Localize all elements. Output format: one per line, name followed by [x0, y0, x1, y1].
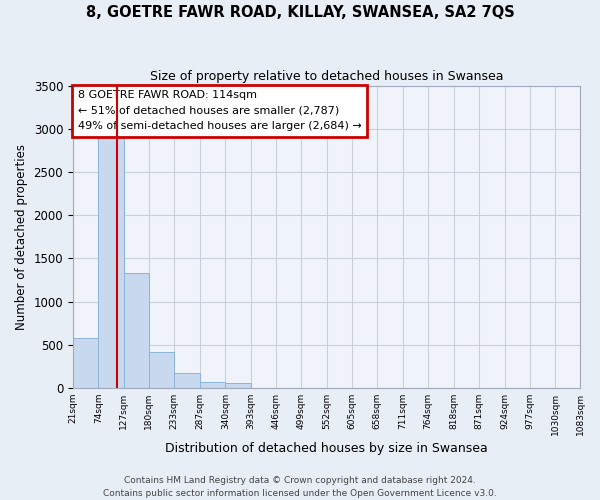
Bar [73, 338, 98, 388]
Bar [149, 352, 174, 388]
Bar [124, 273, 149, 388]
Bar [174, 373, 200, 388]
Bar [98, 136, 124, 388]
Bar [200, 382, 226, 388]
Text: 8 GOETRE FAWR ROAD: 114sqm
← 51% of detached houses are smaller (2,787)
49% of s: 8 GOETRE FAWR ROAD: 114sqm ← 51% of deta… [78, 90, 362, 132]
Bar [226, 384, 251, 388]
Text: Contains HM Land Registry data © Crown copyright and database right 2024.
Contai: Contains HM Land Registry data © Crown c… [103, 476, 497, 498]
Y-axis label: Number of detached properties: Number of detached properties [15, 144, 28, 330]
Text: 8, GOETRE FAWR ROAD, KILLAY, SWANSEA, SA2 7QS: 8, GOETRE FAWR ROAD, KILLAY, SWANSEA, SA… [86, 5, 514, 20]
X-axis label: Distribution of detached houses by size in Swansea: Distribution of detached houses by size … [166, 442, 488, 455]
Title: Size of property relative to detached houses in Swansea: Size of property relative to detached ho… [150, 70, 503, 83]
